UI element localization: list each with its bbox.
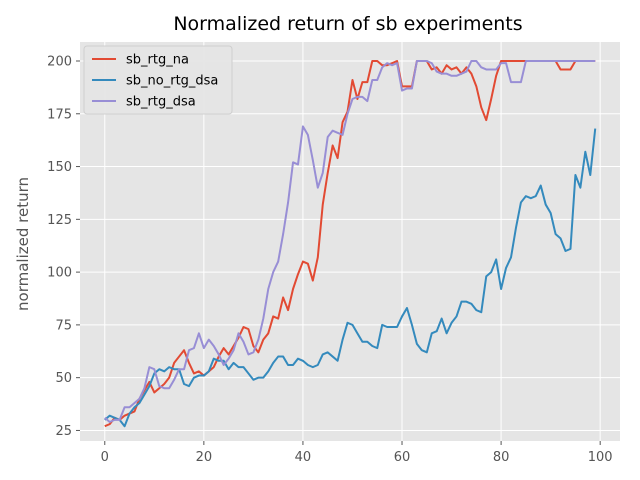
legend-box bbox=[83, 45, 233, 115]
legend: sb_rtg_na sb_no_rtg_dsa sb_rtg_dsa bbox=[83, 45, 233, 115]
series-line-sb-rtg-dsa bbox=[104, 60, 596, 423]
legend-label: sb_rtg_dsa bbox=[126, 95, 196, 110]
x-tick-label: 40 bbox=[295, 450, 312, 465]
y-tick-label: 200 bbox=[47, 55, 72, 70]
chart-title: Normalized return of sb experiments bbox=[173, 13, 522, 35]
y-tick-label: 25 bbox=[55, 424, 72, 439]
x-tick-label: 60 bbox=[394, 450, 411, 465]
legend-label: sb_no_rtg_dsa bbox=[126, 74, 218, 89]
y-tick-label: 150 bbox=[47, 160, 72, 175]
series-line-sb-no-rtg-dsa bbox=[104, 128, 597, 428]
x-tick-label: 80 bbox=[493, 450, 510, 465]
axis-ticks: 0 20 40 60 80 100 25 50 75 100 125 150 175 200 bbox=[47, 55, 612, 466]
y-tick-label: 50 bbox=[55, 371, 72, 386]
y-tick-label: 75 bbox=[55, 318, 72, 333]
y-tick-label: 175 bbox=[47, 107, 72, 122]
x-tick-label: 100 bbox=[588, 450, 613, 465]
y-axis-label: normalized return bbox=[14, 177, 32, 311]
y-tick-label: 125 bbox=[47, 213, 72, 228]
series-layer bbox=[104, 60, 597, 428]
x-tick-label: 0 bbox=[101, 450, 109, 465]
y-tick-label: 100 bbox=[47, 266, 72, 281]
legend-label: sb_rtg_na bbox=[126, 53, 189, 68]
x-tick-label: 20 bbox=[196, 450, 213, 465]
